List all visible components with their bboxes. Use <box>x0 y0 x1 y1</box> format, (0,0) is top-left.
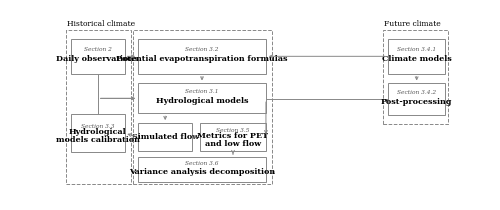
Text: Hydrological models: Hydrological models <box>156 97 248 105</box>
Text: Post-processing: Post-processing <box>381 98 452 106</box>
Text: Daily observations: Daily observations <box>56 55 139 63</box>
Text: Potential evapotranspiration formulas: Potential evapotranspiration formulas <box>116 55 288 63</box>
Text: Section 3.4.1: Section 3.4.1 <box>397 47 436 52</box>
Bar <box>200 123 266 151</box>
Text: models calibration: models calibration <box>56 136 140 144</box>
Text: Section 3.4.2: Section 3.4.2 <box>397 90 436 95</box>
Text: Section 3.6: Section 3.6 <box>185 161 219 165</box>
Text: and low flow: and low flow <box>205 140 261 148</box>
Bar <box>138 39 266 74</box>
Text: Hydrological: Hydrological <box>69 128 126 136</box>
Bar <box>382 30 448 124</box>
Bar <box>388 83 446 115</box>
Text: Section 3.3: Section 3.3 <box>81 124 114 129</box>
Bar <box>71 39 124 74</box>
Bar <box>134 30 272 184</box>
Bar <box>138 157 266 182</box>
Text: Section 3.2: Section 3.2 <box>185 47 219 52</box>
Text: Simulated flow: Simulated flow <box>132 133 199 141</box>
Bar <box>138 123 192 151</box>
Bar <box>71 114 124 152</box>
Bar <box>388 39 446 74</box>
Text: Historical climate: Historical climate <box>67 20 136 28</box>
Text: Section 3.5: Section 3.5 <box>216 128 250 133</box>
Text: Section 3.1: Section 3.1 <box>185 89 219 94</box>
Text: Climate models: Climate models <box>382 55 452 63</box>
Text: Section 2: Section 2 <box>84 47 112 52</box>
Text: Variance analysis decomposition: Variance analysis decomposition <box>129 168 275 176</box>
Bar <box>66 30 132 184</box>
Bar <box>138 83 266 113</box>
Text: Metrics for PET: Metrics for PET <box>198 132 268 140</box>
Text: Future climate: Future climate <box>384 20 441 28</box>
